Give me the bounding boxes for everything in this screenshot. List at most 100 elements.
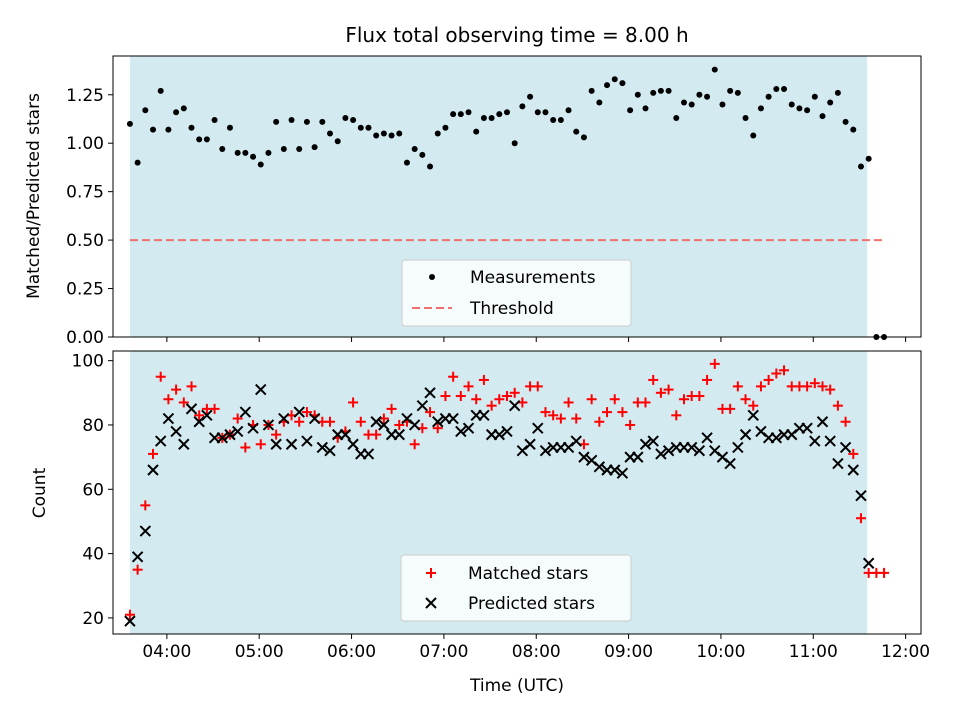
measurement-point xyxy=(211,116,218,123)
matched-star-point xyxy=(817,381,828,392)
matched-star-point xyxy=(325,416,336,427)
figure-title: Flux total observing time = 8.00 h xyxy=(345,23,688,47)
bottom-marks xyxy=(124,358,890,627)
predicted-star-point xyxy=(170,425,182,438)
predicted-star-point xyxy=(639,438,652,450)
matched-star-point xyxy=(779,365,790,376)
matched-star-point xyxy=(748,400,759,411)
bottom-axes: 04:00 05:00 06:00 07:00 08:00 09:00 10:00 11:00… xyxy=(72,352,931,662)
measurement-point xyxy=(565,107,572,114)
matched-star-point xyxy=(694,391,705,402)
predicted-star-point xyxy=(362,448,375,460)
matched-star-point xyxy=(124,609,135,620)
top-legend-box xyxy=(401,259,632,327)
predicted-star-point xyxy=(147,464,159,476)
matched-star-point xyxy=(609,394,620,405)
measurement-point xyxy=(519,103,526,110)
predicted-star-point xyxy=(162,412,175,425)
matched-star-point xyxy=(486,400,497,411)
measurement-point xyxy=(457,111,464,118)
legend-matched-label: Matched stars xyxy=(468,564,588,584)
measurement-point xyxy=(488,115,495,122)
matched-star-point xyxy=(132,564,143,575)
measurement-point xyxy=(834,89,841,96)
x-tick-label: 09:00 xyxy=(604,642,653,662)
predicted-star-point xyxy=(139,525,152,537)
predicted-star-point xyxy=(262,419,275,431)
matched-star-point xyxy=(571,413,582,424)
predicted-star-point xyxy=(801,422,813,434)
predicted-star-point xyxy=(832,457,844,470)
measurement-point xyxy=(196,136,203,143)
measurement-point xyxy=(327,130,334,137)
measurement-point xyxy=(226,124,233,131)
measurement-point xyxy=(781,85,788,92)
predicted-star-point xyxy=(185,403,198,415)
matched-star-point xyxy=(563,397,574,408)
top-ylabel: Matched/Predicted stars xyxy=(24,93,44,299)
predicted-star-point xyxy=(839,441,852,454)
matched-star-point xyxy=(155,371,166,382)
bottom-y-tick-label: 100 xyxy=(72,352,104,372)
predicted-star-point xyxy=(370,416,382,428)
measurement-point xyxy=(157,87,164,94)
matched-star-point xyxy=(432,423,443,434)
matched-star-point xyxy=(425,407,436,418)
predicted-star-point xyxy=(501,425,513,438)
matched-star-point xyxy=(140,500,151,511)
measurement-point xyxy=(557,116,564,123)
measurement-point xyxy=(857,163,864,170)
predicted-star-point xyxy=(662,444,675,457)
measurement-point xyxy=(719,101,726,108)
predicted-star-point xyxy=(685,441,698,454)
matched-star-point xyxy=(732,381,743,392)
measurement-point xyxy=(711,66,718,73)
matched-star-point xyxy=(648,374,659,385)
matched-star-point xyxy=(678,394,689,405)
predicted-star-point xyxy=(732,441,744,454)
predicted-star-point xyxy=(824,435,836,447)
measurement-point xyxy=(173,109,180,116)
legend-predicted-marker xyxy=(425,597,437,609)
measurement-point xyxy=(134,159,141,166)
measurement-point xyxy=(365,124,372,131)
measurement-point xyxy=(403,159,410,166)
measurement-point xyxy=(319,118,326,125)
measurement-point xyxy=(280,146,287,153)
predicted-star-point xyxy=(462,422,475,434)
predicted-star-point xyxy=(178,438,190,450)
predicted-star-point xyxy=(285,438,298,450)
predicted-star-point xyxy=(539,444,552,457)
matched-star-point xyxy=(509,387,520,398)
measurement-point xyxy=(680,99,687,106)
measurement-point xyxy=(257,161,264,168)
matched-star-point xyxy=(294,416,305,427)
measurement-point xyxy=(819,113,826,120)
legend-measurements-label: Measurements xyxy=(470,268,596,288)
predicted-star-point xyxy=(124,615,136,627)
matched-star-point xyxy=(802,381,813,392)
measurement-point xyxy=(865,155,872,162)
matched-star-point xyxy=(301,407,312,418)
measurement-point xyxy=(604,82,611,89)
matched-star-point xyxy=(602,407,613,418)
matched-star-point xyxy=(171,384,182,395)
matched-star-point xyxy=(825,384,836,395)
predicted-star-point xyxy=(255,383,267,396)
matched-star-point xyxy=(440,391,451,402)
matched-star-point xyxy=(548,410,559,421)
measurement-point xyxy=(611,76,618,83)
measurement-point xyxy=(150,126,157,133)
measurement-point xyxy=(180,105,187,112)
x-tick-label: 11:00 xyxy=(789,642,838,662)
measurement-point xyxy=(465,109,472,116)
predicted-star-point xyxy=(408,419,421,431)
predicted-star-point xyxy=(455,425,467,438)
predicted-star-point xyxy=(724,457,736,470)
top-axes: 0.00 0.25 0.50 0.75 1.00 1.25 xyxy=(66,86,907,348)
measurement-point xyxy=(842,118,849,125)
measurement-point xyxy=(503,109,510,116)
measurement-point xyxy=(580,134,587,141)
bottom-plot-frame xyxy=(112,350,922,635)
matched-star-point xyxy=(448,371,459,382)
